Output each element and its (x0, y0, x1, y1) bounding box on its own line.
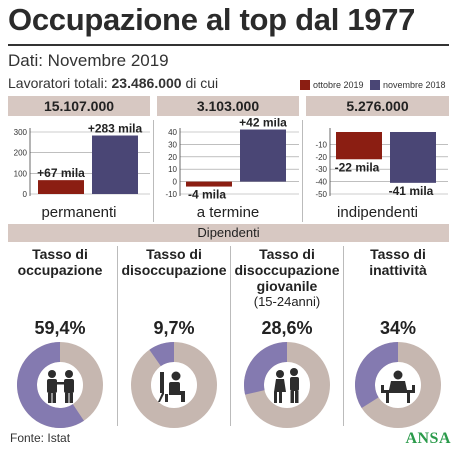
rate-title-text: Tasso di disoccupazione (121, 246, 227, 278)
totals-value: 23.486.000 (111, 75, 182, 91)
rate-title-disoccupazione: Tasso di disoccupazione (119, 246, 229, 278)
tick-label: -50 (315, 190, 327, 199)
category-label-indipendenti: indipendenti (337, 204, 418, 221)
bar (38, 180, 84, 194)
tick-label: -40 (315, 178, 327, 187)
title-divider (8, 44, 449, 46)
tick-label: -10 (165, 190, 177, 199)
data-label: +283 mila (88, 122, 143, 136)
data-label: -41 mila (389, 184, 434, 198)
rate-value-occupazione: 59,4% (34, 318, 86, 338)
totals-prefix: Lavoratori totali: (8, 75, 112, 91)
category-label-a-termine: a termine (196, 204, 260, 221)
tick-label: 40 (168, 128, 177, 137)
totals-suffix: di cui (181, 75, 219, 91)
bar (92, 135, 138, 194)
separator (153, 120, 154, 222)
tick-label: 10 (168, 165, 177, 174)
legend-swatch-oct (300, 80, 310, 90)
rate-value-inattivita: 34% (379, 318, 417, 338)
rate-title-text: Tasso di disoccupazione giovanile (234, 246, 340, 294)
group-total-permanenti: 15.107.000 (8, 96, 150, 116)
donut-arc (355, 342, 399, 409)
rate-value-disoccupazione: 9,7% (153, 318, 195, 338)
sitting-person-icon (158, 371, 185, 402)
legend-label-nov: novembre 2018 (383, 80, 446, 90)
tick-label: 0 (173, 178, 178, 187)
group-total-indipendenti: 5.276.000 (306, 96, 449, 116)
legend-swatch-nov (370, 80, 380, 90)
bar (186, 181, 232, 187)
rate-value-giovanile: 28,6% (261, 318, 313, 338)
legend-item-nov: novembre 2018 (370, 80, 446, 90)
donut-arc (244, 342, 288, 395)
tick-label: 20 (168, 153, 177, 162)
donut-inattivita (355, 342, 441, 428)
separator (117, 246, 118, 426)
data-label: -22 mila (335, 160, 380, 174)
rate-subtitle: (15-24anni) (253, 294, 321, 309)
totals-line: Lavoratori totali: 23.486.000 di cui (8, 75, 218, 91)
donut-arc (149, 342, 175, 367)
tick-label: 300 (14, 128, 28, 137)
legend-label-oct: ottobre 2019 (313, 80, 364, 90)
donut-arc (17, 342, 84, 428)
donut-disoccupazione (131, 342, 217, 428)
rate-title-giovanile: Tasso di disoccupazione giovanile (15-24… (232, 246, 342, 310)
page-title: Occupazione al top dal 1977 (8, 2, 416, 37)
ansa-logo: ANSA (405, 430, 451, 447)
tick-label: 100 (14, 169, 28, 178)
workers-icon (47, 370, 74, 403)
group-total-a-termine: 3.103.000 (157, 96, 299, 116)
separator (343, 246, 344, 426)
donut-giovanile (244, 342, 330, 428)
tick-label: 0 (23, 190, 28, 199)
resting-person-icon (381, 370, 415, 403)
subtitle: Dati: Novembre 2019 (8, 51, 169, 70)
bar (240, 129, 286, 182)
tick-label: -20 (315, 153, 327, 162)
tick-label: 30 (168, 140, 177, 149)
source-note: Fonte: Istat (10, 431, 71, 445)
data-label: -4 mila (188, 188, 226, 202)
data-label: +42 mila (239, 118, 287, 130)
bar (336, 132, 382, 160)
donut-occupazione (17, 342, 103, 428)
section-dipendenti: Dipendenti (8, 224, 449, 242)
rate-title-occupazione: Tasso di occupazione (6, 246, 114, 278)
young-people-icon (274, 368, 299, 403)
category-label-permanenti: permanenti (41, 204, 117, 221)
tick-label: 200 (14, 149, 28, 158)
separator (302, 120, 303, 222)
tick-label: -10 (315, 140, 327, 149)
rate-title-text: Tasso di occupazione (17, 246, 103, 278)
bar-charts: 0 100 200 300 +67 mila +283 mila -10 0 10 20 30 40 -… (14, 118, 448, 202)
tick-label: -30 (315, 165, 327, 174)
separator (230, 246, 231, 426)
rate-title-text: Tasso di inattività (369, 246, 427, 278)
data-label: +67 mila (37, 166, 85, 180)
rate-title-inattivita: Tasso di inattività (346, 246, 450, 278)
legend-item-oct: ottobre 2019 (300, 80, 364, 90)
bar (390, 132, 436, 183)
